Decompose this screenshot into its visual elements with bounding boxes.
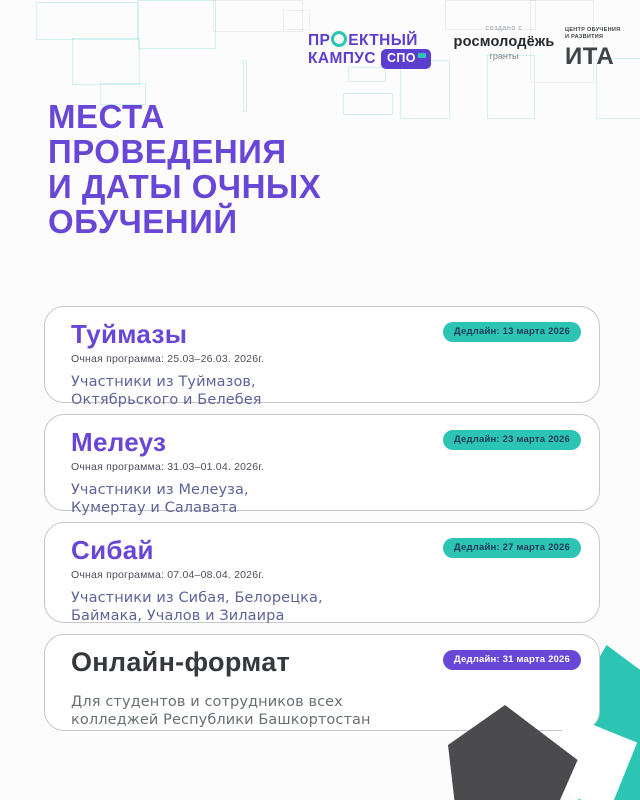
background-pattern-rect <box>213 0 303 32</box>
card-participants: Участники из Туймазов, Октябрьского и Бе… <box>71 374 262 409</box>
background-pattern-rect <box>100 83 146 105</box>
page-title-line-1: МЕСТА <box>48 98 165 135</box>
header: ПР ЕКТНЫЙ КАМПУС СПО создано с росмолодёжь… <box>0 0 640 90</box>
card-title: Онлайн-формат <box>71 647 291 677</box>
deadline-badge: Дедлайн: 13 марта 2026 <box>442 322 581 342</box>
ita-label-line-1: ЦЕНТР ОБУЧЕНИЯ <box>565 27 621 33</box>
credit-brand: росмолодёжь <box>453 34 555 50</box>
background-pattern-rect <box>343 93 393 115</box>
project-campus-logo: ПР ЕКТНЫЙ КАМПУС СПО <box>308 31 431 69</box>
card-participants: Участники из Мелеуза, Кумертау и Салават… <box>71 482 249 517</box>
background-pattern-rect <box>487 55 535 119</box>
background-pattern-rect <box>283 10 310 30</box>
logo-word-1-suffix: ЕКТНЫЙ <box>348 32 418 49</box>
logo-word-2-text: КАМПУС <box>308 50 376 67</box>
logo-spo-badge-text: СПО <box>386 51 416 65</box>
card-tuymazy: Туймазы Очная программа: 25.03–26.03. 20… <box>44 306 600 408</box>
background-pattern-rect <box>138 0 216 49</box>
background-pattern-rect <box>596 58 640 119</box>
card-program-dates: Очная программа: 07.04–08.04. 2026г. <box>71 569 265 581</box>
rosmolodezh-credit: создано с росмолодёжь гранты <box>448 25 560 61</box>
background-pattern-rect <box>243 60 247 112</box>
page-title-line-2: ПРОВЕДЕНИЯ <box>48 133 287 170</box>
logo-badge-mark-icon <box>417 53 426 58</box>
page-title: МЕСТА ПРОВЕДЕНИЯ И ДАТЫ ОЧНЫХ ОБУЧЕНИЙ <box>48 99 321 239</box>
background-pattern-rect <box>445 0 536 30</box>
logo-spo-badge: СПО <box>380 49 431 69</box>
credit-division: гранты <box>489 51 519 61</box>
logo-o-ring-icon <box>331 31 348 47</box>
card-program-dates: Очная программа: 25.03–26.03. 2026г. <box>71 353 265 365</box>
ita-label-line-2: И РАЗВИТИЯ <box>565 34 604 40</box>
deadline-badge: Дедлайн: 31 марта 2026 <box>442 650 581 670</box>
ita-acronym: ИТА <box>565 43 615 70</box>
background-pattern-rect <box>36 2 138 40</box>
background-pattern-rect <box>72 38 140 85</box>
card-participants: Участники из Сибая, Белорецка, Баймака, … <box>71 590 323 625</box>
deadline-badge: Дедлайн: 27 марта 2026 <box>442 538 581 558</box>
credit-caption: создано с <box>485 25 523 32</box>
card-participants: Для студентов и сотрудников всех колледж… <box>71 694 371 729</box>
location-cards-list: Туймазы Очная программа: 25.03–26.03. 20… <box>44 306 600 742</box>
page-title-line-3: И ДАТЫ ОЧНЫХ <box>48 168 322 205</box>
background-pattern-rect <box>348 67 386 82</box>
logo-word-1-prefix: ПР <box>308 32 331 49</box>
background-pattern-rect <box>530 0 594 83</box>
card-program-dates: Очная программа: 31.03–01.04. 2026г. <box>71 461 265 473</box>
ita-logo: ЦЕНТР ОБУЧЕНИЯ И РАЗВИТИЯ ИТА <box>565 27 620 71</box>
card-title: Сибай <box>71 535 154 565</box>
card-title: Мелеуз <box>71 427 167 457</box>
card-meleuz: Мелеуз Очная программа: 31.03–01.04. 202… <box>44 414 600 516</box>
card-title: Туймазы <box>71 319 188 349</box>
deadline-badge: Дедлайн: 23 марта 2026 <box>442 430 581 450</box>
page-title-line-4: ОБУЧЕНИЙ <box>48 203 238 240</box>
logo-word-1: ПР ЕКТНЫЙ <box>308 31 431 49</box>
logo-word-2: КАМПУС СПО <box>308 49 431 69</box>
card-sibay: Сибай Очная программа: 07.04–08.04. 2026… <box>44 522 600 625</box>
card-online-format: Онлайн-формат Для студентов и сотруднико… <box>44 634 600 731</box>
